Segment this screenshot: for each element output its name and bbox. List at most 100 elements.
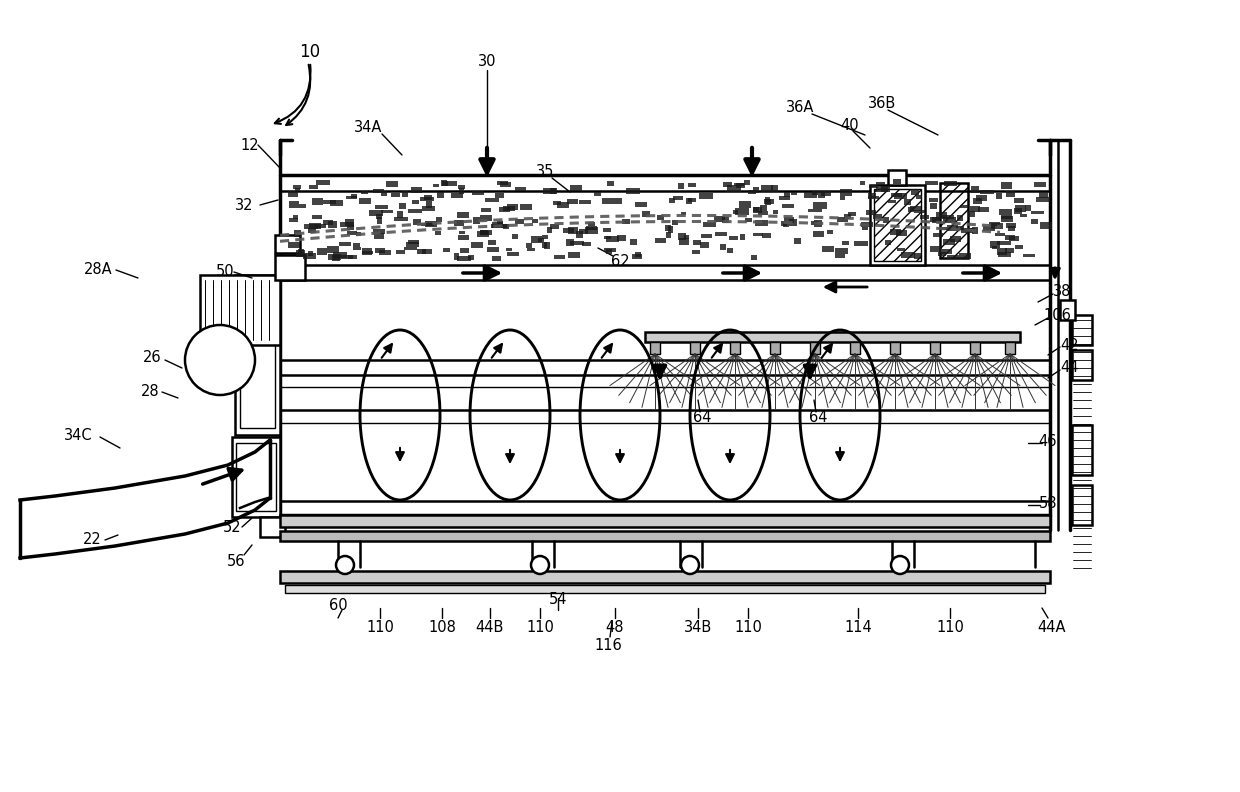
- Bar: [875, 187, 888, 192]
- Bar: [480, 230, 492, 235]
- Bar: [424, 195, 433, 200]
- Bar: [288, 242, 300, 248]
- Bar: [373, 233, 384, 239]
- Bar: [992, 223, 1003, 229]
- Text: 52: 52: [223, 520, 242, 535]
- Bar: [501, 224, 507, 227]
- Bar: [1004, 235, 1016, 239]
- Bar: [765, 199, 771, 205]
- Bar: [489, 241, 496, 246]
- Bar: [1006, 248, 1014, 253]
- Bar: [316, 181, 330, 185]
- Text: 62: 62: [610, 254, 630, 269]
- Text: 108: 108: [428, 620, 456, 635]
- Bar: [311, 215, 322, 219]
- Text: 12: 12: [241, 138, 259, 153]
- Bar: [285, 585, 1045, 593]
- Bar: [821, 191, 831, 196]
- Bar: [729, 236, 738, 240]
- Bar: [603, 198, 610, 204]
- Bar: [507, 252, 520, 256]
- Bar: [405, 242, 419, 247]
- Bar: [568, 227, 578, 234]
- Bar: [424, 221, 438, 227]
- Bar: [868, 196, 879, 199]
- Bar: [703, 223, 715, 227]
- Bar: [893, 179, 901, 184]
- Bar: [835, 248, 848, 254]
- Text: 44A: 44A: [1038, 620, 1066, 635]
- Text: 116: 116: [594, 638, 622, 653]
- Bar: [477, 231, 489, 237]
- Bar: [784, 223, 789, 227]
- Bar: [334, 252, 347, 258]
- Bar: [842, 241, 849, 245]
- Bar: [1040, 222, 1053, 229]
- Bar: [594, 192, 601, 196]
- Bar: [970, 342, 980, 354]
- Bar: [971, 186, 980, 192]
- Bar: [497, 221, 503, 227]
- Bar: [604, 236, 611, 239]
- Bar: [362, 251, 373, 254]
- Bar: [622, 219, 630, 224]
- Bar: [813, 220, 822, 227]
- Bar: [914, 210, 925, 213]
- Bar: [485, 198, 498, 203]
- Bar: [351, 194, 357, 198]
- Bar: [280, 515, 1050, 527]
- Bar: [422, 206, 435, 211]
- Bar: [582, 242, 590, 246]
- Bar: [678, 183, 684, 188]
- Bar: [1073, 350, 1092, 380]
- Bar: [304, 253, 316, 259]
- Bar: [784, 192, 790, 197]
- Bar: [699, 242, 709, 248]
- Bar: [885, 240, 890, 245]
- Bar: [295, 250, 305, 257]
- Bar: [686, 198, 692, 204]
- Bar: [480, 215, 492, 220]
- Bar: [812, 191, 825, 195]
- Bar: [526, 243, 532, 248]
- Bar: [309, 185, 317, 188]
- Bar: [645, 332, 1021, 342]
- Bar: [412, 187, 422, 193]
- Bar: [683, 235, 689, 238]
- Bar: [720, 244, 727, 250]
- Bar: [299, 204, 306, 208]
- Bar: [755, 220, 768, 227]
- Bar: [324, 220, 334, 226]
- Bar: [758, 211, 768, 215]
- Bar: [753, 187, 759, 192]
- Bar: [495, 193, 503, 198]
- Bar: [970, 206, 980, 212]
- Bar: [308, 251, 314, 257]
- Bar: [813, 231, 823, 238]
- Bar: [480, 230, 489, 235]
- Bar: [810, 342, 820, 354]
- Bar: [1023, 253, 1034, 257]
- Bar: [939, 252, 946, 256]
- Bar: [378, 250, 392, 255]
- Text: 60: 60: [329, 599, 347, 614]
- Bar: [298, 249, 304, 255]
- Bar: [579, 229, 588, 234]
- Bar: [934, 233, 942, 237]
- Bar: [481, 208, 491, 212]
- Bar: [632, 254, 642, 259]
- Bar: [316, 248, 326, 254]
- Text: 110: 110: [936, 620, 963, 635]
- Bar: [568, 252, 580, 257]
- Bar: [492, 256, 501, 261]
- Bar: [353, 246, 361, 250]
- Bar: [330, 200, 342, 206]
- Bar: [341, 255, 352, 259]
- Bar: [557, 202, 569, 208]
- Bar: [396, 250, 405, 254]
- Bar: [773, 211, 777, 214]
- Bar: [1009, 236, 1019, 242]
- Bar: [340, 242, 351, 246]
- Bar: [413, 219, 420, 226]
- Text: 38: 38: [1053, 284, 1071, 299]
